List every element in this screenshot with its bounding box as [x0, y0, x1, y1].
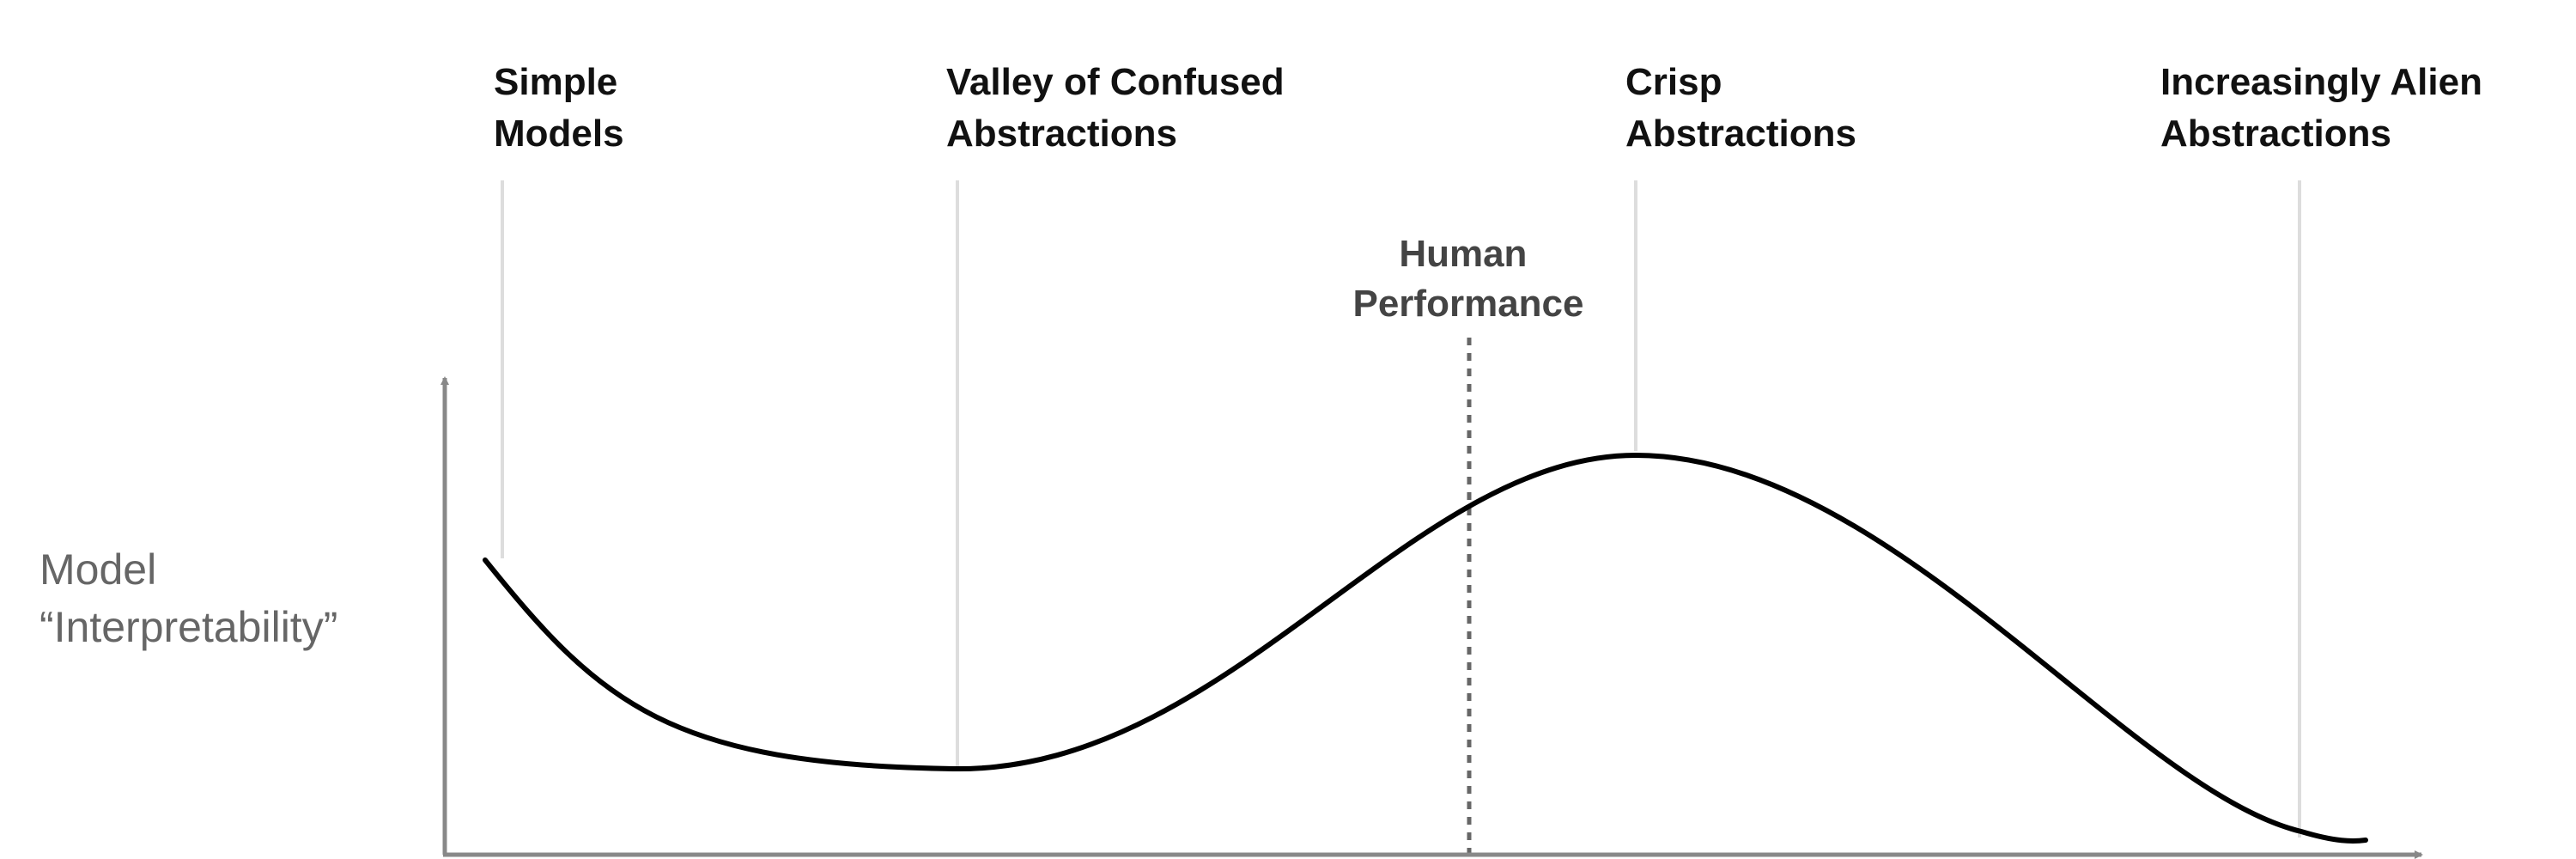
human-performance-label-line: Performance: [1352, 283, 1583, 325]
human-performance-label: Human Performance: [1352, 233, 1583, 325]
region-label-line: Crisp: [1625, 61, 1722, 103]
region-label-line: Increasingly Alien: [2160, 61, 2482, 103]
region-label-line: Abstractions: [2160, 113, 2391, 155]
interpretability-curve: [483, 452, 2368, 844]
region-label-line: Simple: [494, 61, 617, 103]
region-label-valley: Valley of Confused Abstractions: [946, 61, 1295, 155]
region-label-line: Valley of Confused: [946, 61, 1285, 103]
region-label-crisp: Crisp Abstractions: [1625, 61, 1856, 155]
y-axis-label-line: Model: [39, 545, 156, 594]
region-label-line: Abstractions: [946, 113, 1177, 155]
region-label-line: Abstractions: [1625, 113, 1856, 155]
region-label-simple-models: Simple Models: [494, 61, 629, 155]
region-label-alien: Increasingly Alien Abstractions: [2160, 61, 2493, 155]
y-axis-label-line: “Interpretability”: [39, 603, 337, 651]
y-axis-label: Model “Interpretability”: [39, 545, 337, 651]
human-performance-label-line: Human: [1399, 233, 1527, 275]
region-label-line: Models: [494, 113, 624, 155]
